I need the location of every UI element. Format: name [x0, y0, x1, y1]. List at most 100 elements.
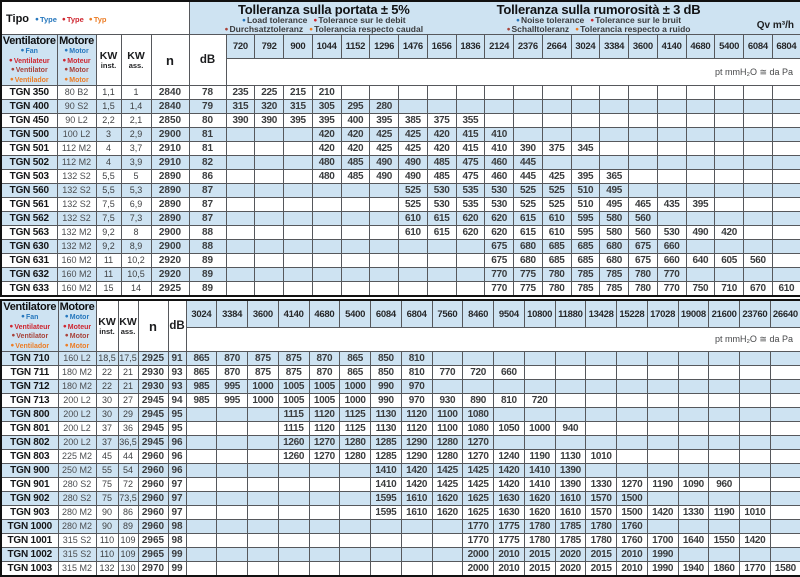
pressure-cell: 415: [456, 142, 485, 156]
kw-absorbed-cell: 1,4: [121, 100, 151, 114]
qv-column-header: 6804: [772, 35, 800, 59]
pressure-cell: [217, 464, 248, 478]
pressure-cell: [617, 408, 648, 422]
column-header-motor: Motore●Motor●Moteur●Motor●Motor: [57, 35, 96, 86]
qv-column-header: 3384: [600, 35, 629, 59]
pressure-cell: [678, 422, 709, 436]
pressure-cell: [278, 548, 309, 562]
pressure-cell: [226, 170, 255, 184]
pressure-cell: 1260: [278, 436, 309, 450]
pressure-cell: [542, 156, 571, 170]
pressure-cell: [647, 464, 678, 478]
motor-size-cell: 132 S2: [57, 184, 96, 198]
column-header-row: Ventilatore●Fan●Ventilateur●Ventilator●V…: [1, 300, 800, 328]
qv-column-header: 6084: [371, 300, 402, 328]
pressure-cell: 675: [485, 240, 514, 254]
fan-header-translation-text: Ventilateur: [14, 324, 50, 331]
pressure-cell: [494, 352, 525, 366]
pressure-cell: 1610: [555, 492, 586, 506]
pressure-cell: 525: [399, 184, 428, 198]
qv-column-header: 1044: [312, 35, 341, 59]
pressure-cell: [341, 198, 370, 212]
pressure-cell: 280: [370, 100, 399, 114]
pressure-cell: [432, 562, 463, 577]
motor-size-cell: 225 M2: [58, 450, 96, 464]
speed-cell: 2925: [138, 352, 168, 366]
pressure-cell: [744, 268, 773, 282]
pressure-cell: [255, 268, 284, 282]
qv-column-header: 720: [226, 35, 255, 59]
pressure-cell: 675: [629, 240, 658, 254]
pressure-cell: 1115: [278, 422, 309, 436]
pressure-cell: [617, 464, 648, 478]
motor-header-translation-text: Moteur: [68, 324, 91, 331]
pressure-cell: [255, 198, 284, 212]
pressure-cell: 320: [255, 100, 284, 114]
pressure-cell: [284, 170, 313, 184]
fan-model-cell: TGN 1003: [1, 562, 58, 577]
column-header-row: Ventilatore●Fan●Ventilateur●Ventilator●V…: [1, 35, 800, 59]
pressure-cell: 1000: [248, 380, 279, 394]
kw-absorbed-cell: 109: [118, 534, 138, 548]
motor-size-cell: 160 M2: [57, 254, 96, 268]
pressure-cell: [744, 226, 773, 240]
qv-column-header: 1152: [341, 35, 370, 59]
pressure-cell: [340, 464, 371, 478]
pressure-cell: [686, 212, 715, 226]
pressure-cell: 475: [456, 170, 485, 184]
pressure-cell: [744, 128, 773, 142]
pressure-cell: 1620: [432, 506, 463, 520]
pressure-cell: 1010: [586, 450, 617, 464]
pressure-cell: [715, 184, 744, 198]
kw-absorbed-cell: 21: [118, 366, 138, 380]
pressure-cell: [248, 450, 279, 464]
noise-cell: 87: [189, 198, 226, 212]
pressure-cell: [514, 128, 543, 142]
kw-absorbed-cell: 8,9: [121, 240, 151, 254]
pressure-cell: [284, 142, 313, 156]
pressure-cell: [309, 506, 340, 520]
kw-installed-cell: 30: [96, 408, 118, 422]
pressure-cell: 680: [514, 240, 543, 254]
pressure-cell: 1120: [309, 408, 340, 422]
qv-column-header: 900: [284, 35, 313, 59]
motor-size-cell: 132 S2: [57, 198, 96, 212]
pressure-cell: [341, 86, 370, 100]
pressure-cell: 490: [370, 170, 399, 184]
pressure-cell: [678, 408, 709, 422]
fan-model-cell: TGN 803: [1, 450, 58, 464]
pressure-cell: [686, 100, 715, 114]
pressure-cell: 1420: [647, 506, 678, 520]
fan-model-cell: TGN 901: [1, 478, 58, 492]
pressure-cell: [542, 114, 571, 128]
kw-inst-line1: KW: [97, 317, 118, 328]
fan-header-translation-text: Ventilateur: [14, 58, 50, 65]
pressure-cell: 315: [226, 100, 255, 114]
pressure-cell: 410: [485, 128, 514, 142]
kw-absorbed-cell: 2,1: [121, 114, 151, 128]
pressure-cell: [427, 86, 456, 100]
pressure-cell: [571, 86, 600, 100]
tolerance-band-content: Tolleranza sulla portata ± 5%●Load toler…: [190, 2, 800, 34]
pressure-cell: [686, 114, 715, 128]
pressure-cell: [600, 156, 629, 170]
pressure-cell: 365: [600, 170, 629, 184]
pressure-cell: 445: [514, 170, 543, 184]
pressure-cell: [226, 198, 255, 212]
kw-installed-cell: 11: [96, 268, 121, 282]
pressure-cell: [399, 282, 428, 297]
pressure-cell: [226, 254, 255, 268]
pressure-cell: 1125: [340, 422, 371, 436]
pressure-cell: [555, 394, 586, 408]
bullet-icon: ●: [21, 47, 25, 54]
noise-cell: 89: [189, 268, 226, 282]
motor-size-cell: 200 L2: [58, 394, 96, 408]
pressure-cell: [678, 492, 709, 506]
pressure-cell: 425: [399, 142, 428, 156]
pressure-cell: [370, 268, 399, 282]
pressure-cell: [770, 352, 800, 366]
